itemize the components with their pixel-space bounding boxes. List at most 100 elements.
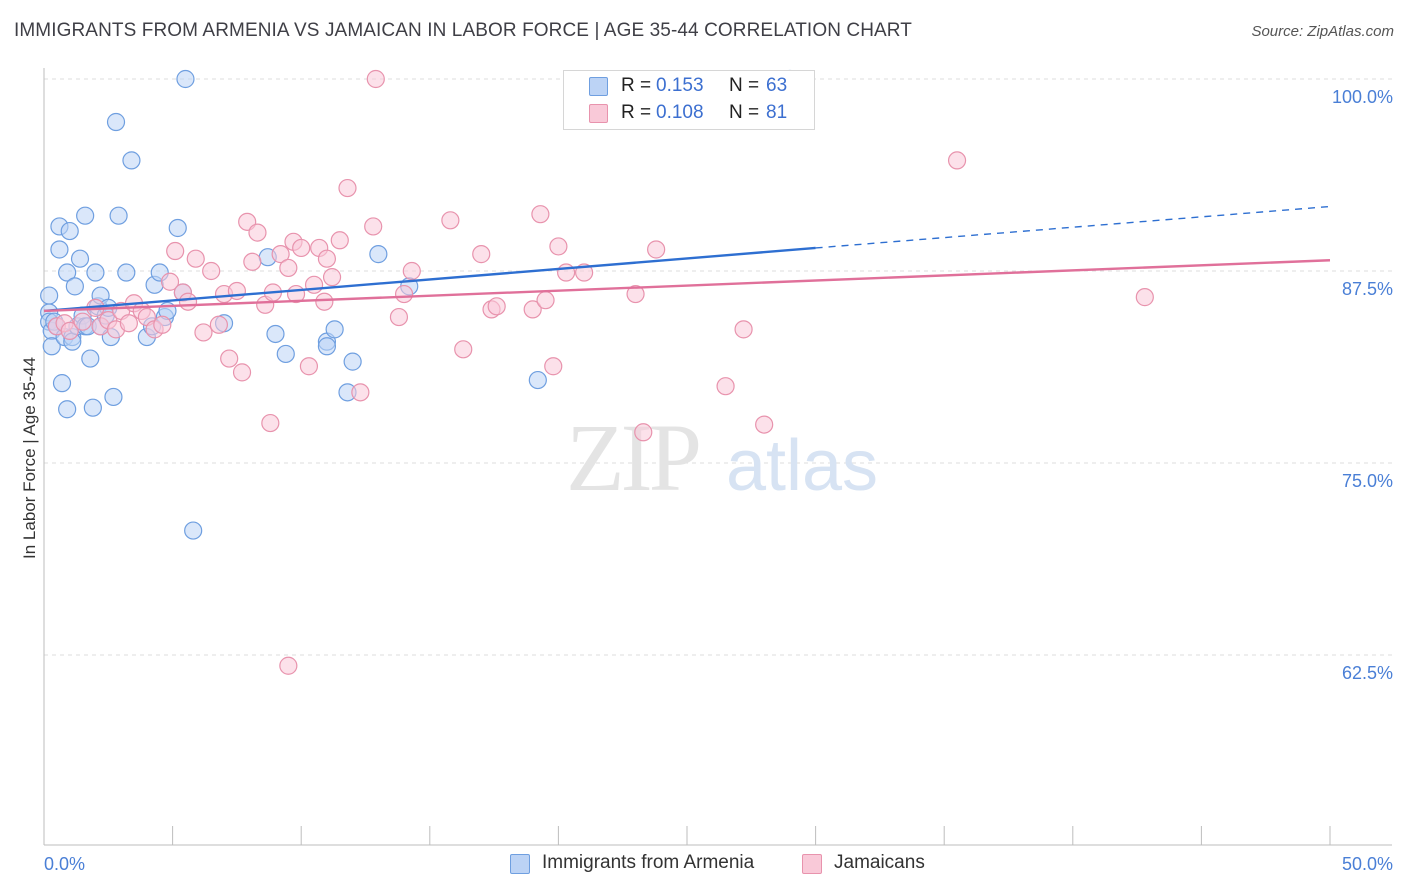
- jamaican-point: [366, 69, 385, 89]
- armenia-point: [58, 263, 77, 282]
- jamaican-point: [299, 357, 319, 376]
- jamaican-point: [523, 300, 542, 319]
- jamaican-point: [261, 413, 280, 433]
- x-tick-label: 0.0%: [44, 854, 85, 874]
- jamaican-point: [73, 312, 92, 331]
- armenia-point: [317, 337, 337, 356]
- armenia-point: [266, 324, 285, 344]
- watermark-zip: ZIP: [566, 404, 699, 511]
- armenia-point: [168, 218, 187, 238]
- jamaicans-trend-line: [43, 259, 1331, 313]
- jamaican-point: [304, 275, 324, 294]
- r-label: R =: [621, 102, 652, 123]
- jamaican-point: [271, 245, 290, 264]
- stats-row-jamaicans: R = 0.108 N = 81: [564, 101, 814, 127]
- jamaican-point: [330, 231, 349, 250]
- jamaican-point: [166, 241, 185, 261]
- axes: [43, 68, 1392, 846]
- armenia-point: [60, 221, 79, 241]
- jamaican-point: [441, 211, 460, 230]
- armenia-trend-extension: [815, 205, 1331, 249]
- watermark-atlas: atlas: [726, 426, 878, 506]
- armenia-point: [184, 521, 203, 540]
- armenia-point: [83, 398, 102, 417]
- jamaican-point: [292, 238, 311, 258]
- n-value: 81: [766, 102, 788, 123]
- r-label: R =: [621, 75, 652, 96]
- armenia-point: [343, 352, 362, 371]
- tick-labels: 100.0% 87.5% 75.0% 62.5% 0.0% 50.0%: [44, 87, 1393, 874]
- armenia-legend-swatch: [510, 854, 530, 874]
- armenia-point: [52, 374, 72, 393]
- n-label: N =: [729, 75, 760, 96]
- jamaican-point: [394, 284, 414, 304]
- y-tick-label: 75.0%: [1342, 471, 1393, 491]
- jamaican-point: [389, 307, 409, 327]
- armenia-point: [528, 370, 547, 390]
- jamaican-point: [315, 292, 334, 311]
- chart-source: Source: ZipAtlas.com: [1251, 23, 1394, 40]
- stats-legend: R = 0.153 N = 63 R = 0.108 N = 81: [563, 70, 815, 130]
- armenia-point: [104, 387, 123, 407]
- armenia-point: [325, 320, 344, 339]
- data-points: [40, 69, 1154, 675]
- jamaican-point: [243, 252, 262, 271]
- jamaican-point: [626, 284, 645, 304]
- r-value: 0.153: [656, 75, 704, 96]
- jamaican-point: [227, 281, 246, 301]
- armenia-point: [117, 263, 136, 282]
- armenia-point: [50, 240, 69, 259]
- watermark: ZIP atlas: [566, 404, 878, 511]
- armenia-point: [58, 400, 77, 419]
- chart-title: IMMIGRANTS FROM ARMENIA VS JAMAICAN IN L…: [14, 20, 912, 41]
- y-tick-label: 100.0%: [1332, 87, 1393, 107]
- jamaican-point: [647, 240, 666, 259]
- legend-label-jamaicans: Jamaicans: [834, 852, 925, 873]
- armenia-point: [106, 112, 126, 132]
- jamaican-point: [279, 258, 298, 278]
- armenia-point: [76, 206, 95, 225]
- jamaican-point: [557, 263, 576, 282]
- armenia-trend-line: [43, 246, 816, 313]
- jamaican-point: [153, 315, 172, 334]
- y-tick-label: 87.5%: [1342, 279, 1393, 299]
- jamaican-point: [202, 261, 221, 281]
- jamaican-point: [338, 178, 357, 198]
- armenia-point: [369, 245, 388, 264]
- y-tick-label: 62.5%: [1342, 663, 1393, 683]
- armenia-point: [109, 206, 128, 225]
- armenia-point: [40, 286, 59, 305]
- jamaicans-legend-swatch: [802, 854, 822, 874]
- armenia-point: [42, 337, 61, 356]
- jamaican-point: [248, 223, 267, 242]
- jamaican-point: [119, 314, 138, 333]
- n-label: N =: [729, 102, 760, 123]
- armenia-point: [70, 249, 90, 268]
- jamaican-point: [549, 237, 568, 256]
- jamaican-point: [232, 363, 252, 382]
- jamaican-point: [531, 205, 550, 224]
- n-value: 63: [766, 75, 788, 96]
- jamaican-point: [317, 249, 337, 268]
- jamaican-point: [160, 272, 180, 291]
- jamaican-point: [544, 357, 563, 376]
- armenia-point: [81, 349, 100, 368]
- armenia-swatch: [589, 77, 608, 96]
- x-tick-label: 50.0%: [1342, 854, 1393, 874]
- legend-label-armenia: Immigrants from Armenia: [542, 852, 755, 873]
- armenia-point: [176, 69, 195, 89]
- jamaican-point: [947, 151, 967, 170]
- armenia-point: [65, 277, 84, 296]
- jamaican-point: [178, 292, 198, 311]
- jamaican-point: [220, 349, 239, 368]
- armenia-point: [276, 344, 295, 364]
- jamaican-point: [279, 656, 298, 675]
- jamaican-point: [487, 297, 506, 316]
- jamaican-point: [194, 323, 213, 342]
- jamaican-point: [322, 268, 342, 287]
- jamaican-point: [364, 217, 383, 236]
- series-legend: Immigrants from Armenia Jamaicans: [0, 852, 1406, 878]
- jamaican-point: [454, 340, 473, 359]
- armenia-point: [86, 263, 105, 282]
